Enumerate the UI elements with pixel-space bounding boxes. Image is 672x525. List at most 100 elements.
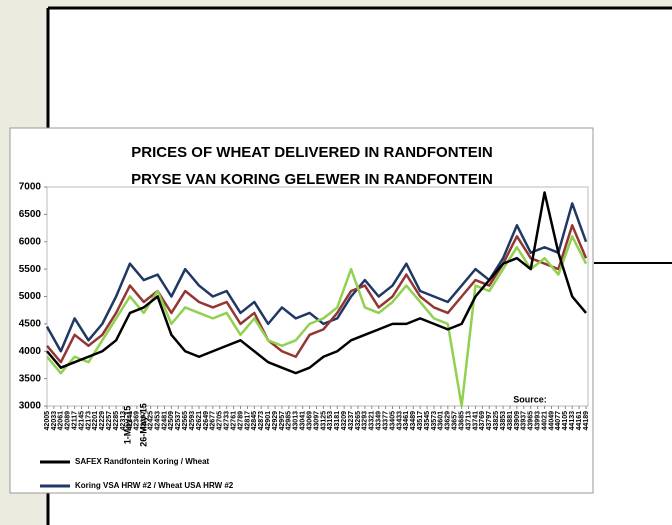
x-tick-label: 44133 bbox=[569, 411, 576, 431]
x-tick-label: 42593 bbox=[189, 411, 196, 431]
x-tick-label: 43937 bbox=[521, 411, 528, 431]
x-tick-label: 43405 bbox=[389, 411, 396, 431]
x-tick-label: 43321 bbox=[369, 411, 376, 431]
annotation: 1-May-15 bbox=[122, 406, 132, 445]
x-tick-label: 43237 bbox=[348, 411, 355, 431]
legend-label: SAFEX Randfontein Koring / Wheat bbox=[75, 457, 210, 466]
x-tick-label: 43965 bbox=[528, 411, 535, 431]
x-tick-label: 43629 bbox=[445, 411, 452, 431]
y-tick-label: 6500 bbox=[19, 209, 42, 220]
x-tick-label: 43993 bbox=[534, 411, 541, 431]
x-tick-label: 43209 bbox=[341, 411, 348, 431]
x-tick-label: 43825 bbox=[493, 411, 500, 431]
x-tick-label: 43489 bbox=[410, 411, 417, 431]
x-tick-label: 43741 bbox=[472, 411, 479, 431]
y-tick-label: 6000 bbox=[19, 236, 42, 247]
series-line bbox=[46, 235, 588, 408]
chart-title: PRICES OF WHEAT DELIVERED IN RANDFONTEIN bbox=[131, 144, 492, 161]
x-tick-label: 42257 bbox=[106, 411, 113, 431]
x-tick-label: 44077 bbox=[555, 411, 562, 431]
x-tick-label: 43013 bbox=[293, 411, 300, 431]
x-tick-label: 42873 bbox=[258, 411, 265, 431]
x-tick-label: 43377 bbox=[382, 411, 389, 431]
x-tick-label: 44189 bbox=[583, 411, 590, 431]
x-tick-label: 43181 bbox=[334, 411, 341, 431]
x-tick-label: 42061 bbox=[58, 411, 65, 431]
x-tick-label: 43041 bbox=[300, 411, 307, 431]
legend-label: Koring VSA HRW #2 / Wheat USA HRW #2 bbox=[75, 481, 234, 490]
x-tick-label: 43853 bbox=[500, 411, 507, 431]
x-tick-label: 43069 bbox=[306, 411, 313, 431]
x-tick-label: 42145 bbox=[78, 411, 85, 431]
x-tick-label: 42957 bbox=[279, 411, 286, 431]
x-tick-label: 44105 bbox=[562, 411, 569, 431]
series-line bbox=[46, 191, 587, 375]
x-tick-label: 42089 bbox=[65, 411, 72, 431]
x-tick-label: 42229 bbox=[99, 411, 106, 431]
x-tick-label: 42005 bbox=[44, 411, 51, 431]
y-tick-label: 4000 bbox=[19, 346, 42, 357]
x-tick-label: 43349 bbox=[376, 411, 383, 431]
x-tick-label: 42929 bbox=[272, 411, 279, 431]
x-tick-label: 42901 bbox=[265, 411, 272, 431]
x-tick-label: 43097 bbox=[313, 411, 320, 431]
x-tick-label: 42649 bbox=[203, 411, 210, 431]
x-tick-label: 42117 bbox=[71, 411, 78, 430]
x-tick-label: 44161 bbox=[576, 411, 583, 431]
x-tick-label: 42733 bbox=[224, 411, 231, 431]
x-tick-label: 43545 bbox=[424, 411, 431, 431]
x-tick-label: 43713 bbox=[465, 411, 472, 431]
x-tick-label: 42817 bbox=[244, 411, 251, 431]
x-tick-label: 42537 bbox=[175, 411, 182, 431]
x-tick-label: 43517 bbox=[417, 411, 424, 431]
x-tick-label: 42425 bbox=[148, 411, 155, 431]
y-tick-label: 5500 bbox=[19, 264, 42, 275]
x-tick-label: 43797 bbox=[486, 411, 493, 431]
x-tick-label: 42705 bbox=[217, 411, 224, 431]
x-tick-label: 43293 bbox=[362, 411, 369, 431]
y-tick-label: 7000 bbox=[19, 182, 42, 193]
x-tick-label: 42341 bbox=[127, 411, 134, 431]
x-tick-label: 42201 bbox=[92, 411, 99, 431]
x-tick-label: 42565 bbox=[182, 411, 189, 431]
x-tick-label: 42985 bbox=[286, 411, 293, 431]
y-tick-label: 3000 bbox=[19, 401, 42, 412]
annotation: Source: bbox=[513, 394, 547, 404]
chart-subtitle: PRYSE VAN KORING GELEWER IN RANDFONTEIN bbox=[131, 171, 493, 188]
x-tick-label: 43153 bbox=[327, 411, 334, 431]
x-tick-label: 42453 bbox=[154, 411, 161, 431]
chart-frame bbox=[9, 127, 594, 494]
x-tick-label: 43769 bbox=[479, 411, 486, 431]
x-tick-label: 43881 bbox=[507, 411, 514, 431]
x-tick-label: 43573 bbox=[431, 411, 438, 431]
x-tick-label: 42397 bbox=[141, 411, 148, 431]
x-tick-label: 42677 bbox=[210, 411, 217, 431]
x-tick-label: 44021 bbox=[541, 411, 548, 431]
x-tick-label: 43685 bbox=[458, 411, 465, 431]
x-tick-label: 43265 bbox=[355, 411, 362, 431]
series-line bbox=[45, 202, 588, 353]
y-tick-label: 5000 bbox=[19, 291, 42, 302]
x-tick-label: 42761 bbox=[230, 411, 237, 431]
x-tick-label: 42285 bbox=[113, 411, 120, 431]
x-tick-label: 42789 bbox=[237, 411, 244, 431]
x-tick-label: 43433 bbox=[396, 411, 403, 431]
x-tick-label: 42845 bbox=[251, 411, 258, 431]
y-tick-label: 4500 bbox=[19, 319, 42, 330]
x-tick-label: 42369 bbox=[134, 411, 141, 431]
x-tick-label: 42621 bbox=[196, 411, 203, 431]
annotation: 26-May-15 bbox=[138, 403, 148, 447]
x-tick-label: 43461 bbox=[403, 411, 410, 431]
x-tick-label: 42033 bbox=[51, 411, 58, 431]
x-tick-label: 43601 bbox=[438, 411, 445, 431]
x-tick-label: 42481 bbox=[161, 411, 168, 431]
series-line bbox=[46, 224, 588, 364]
x-tick-label: 43125 bbox=[320, 411, 327, 431]
y-tick-label: 3500 bbox=[19, 373, 42, 384]
x-tick-label: 43657 bbox=[452, 411, 459, 431]
x-tick-label: 42313 bbox=[120, 411, 127, 431]
x-tick-label: 43909 bbox=[514, 411, 521, 431]
x-tick-label: 44049 bbox=[548, 411, 555, 431]
